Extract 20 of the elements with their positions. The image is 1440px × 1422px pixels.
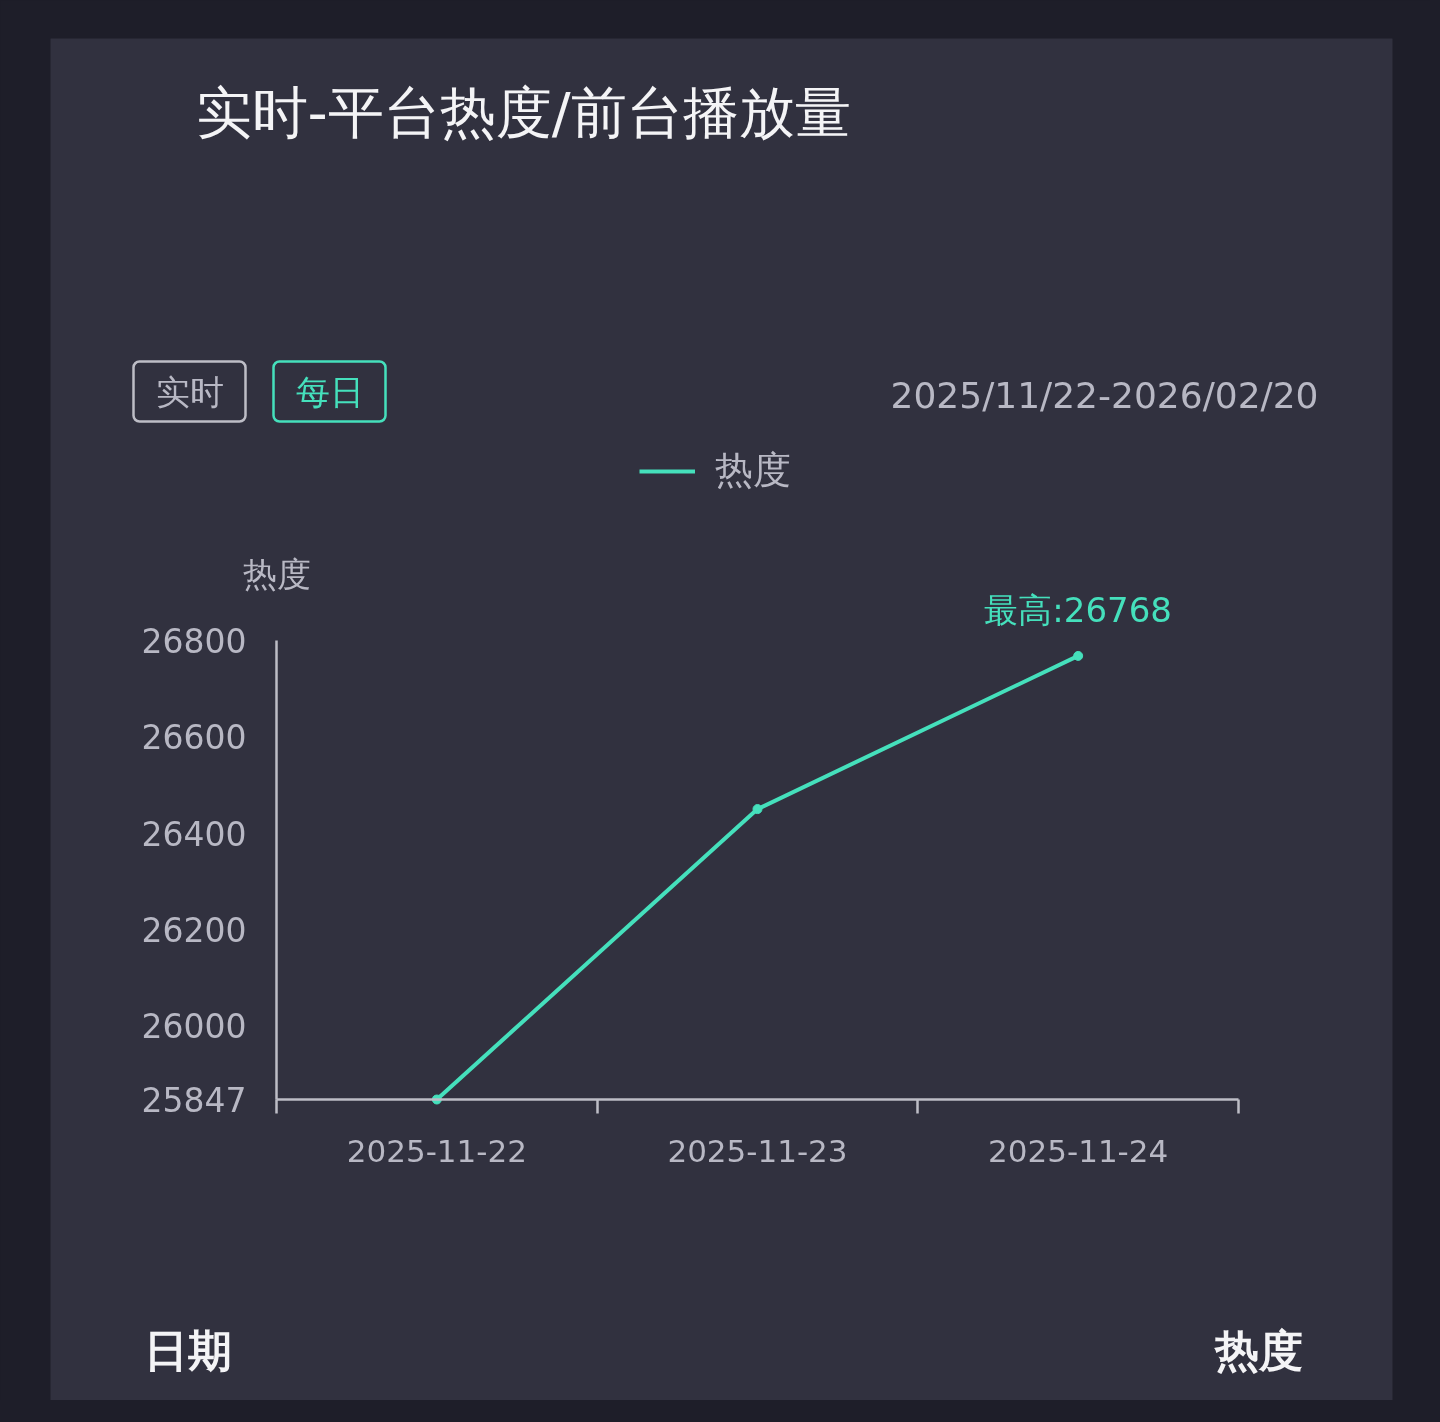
- y-tick-label: 26800: [141, 622, 247, 661]
- text: 实时: [155, 371, 224, 412]
- x-tick-label: 2025-11-24: [988, 1132, 1169, 1169]
- point: [752, 804, 763, 815]
- text: 热度: [1213, 1325, 1303, 1376]
- y-tick-label: 26600: [141, 718, 247, 758]
- y-tick-label: 25847: [141, 1081, 247, 1120]
- chart-title: 实时-平台热度/前台播放量: [195, 80, 851, 145]
- point: [1073, 650, 1084, 661]
- legend-label: 热度: [715, 447, 791, 494]
- y-tick-label: 26400: [141, 814, 247, 854]
- text: 日期: [143, 1325, 232, 1376]
- text: 2025/11/22-2026/02/20: [890, 375, 1319, 416]
- x-tick-label: 2025-11-23: [667, 1132, 848, 1169]
- x-tick-label: 2025-11-22: [346, 1132, 527, 1169]
- y-axis-title: 热度: [242, 553, 311, 594]
- y-tick-label: 26000: [141, 1007, 247, 1047]
- y-tick-label: 26200: [141, 910, 247, 950]
- annotation: 最高:26768: [984, 589, 1172, 630]
- text: 每日: [295, 371, 364, 412]
